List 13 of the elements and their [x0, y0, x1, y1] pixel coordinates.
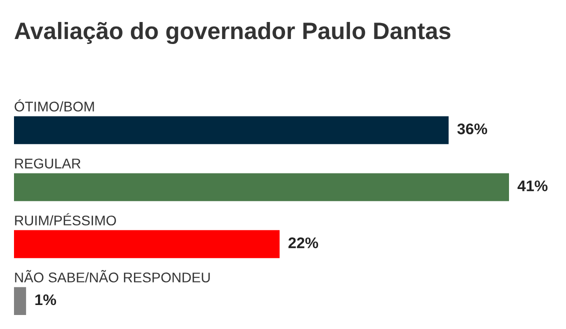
- y-tick-label: RUIM/PÉSSIMO: [15, 213, 116, 226]
- bar: [14, 173, 509, 202]
- data-label: 36%: [457, 123, 488, 134]
- bar: [14, 287, 26, 316]
- y-tick-label: REGULAR: [15, 158, 80, 168]
- data-label: 41%: [518, 180, 548, 192]
- y-tick-label: NÃO SABE/NÃO RESPONDEU: [15, 270, 210, 282]
- y-tick-label: ÓTIMO/BOM: [14, 99, 94, 112]
- chart-title: Avaliação do governador Paulo Dantas: [14, 22, 450, 44]
- bar: [14, 116, 449, 144]
- bar: [14, 230, 280, 258]
- data-label: 1%: [35, 294, 56, 306]
- data-label: 22%: [288, 237, 318, 248]
